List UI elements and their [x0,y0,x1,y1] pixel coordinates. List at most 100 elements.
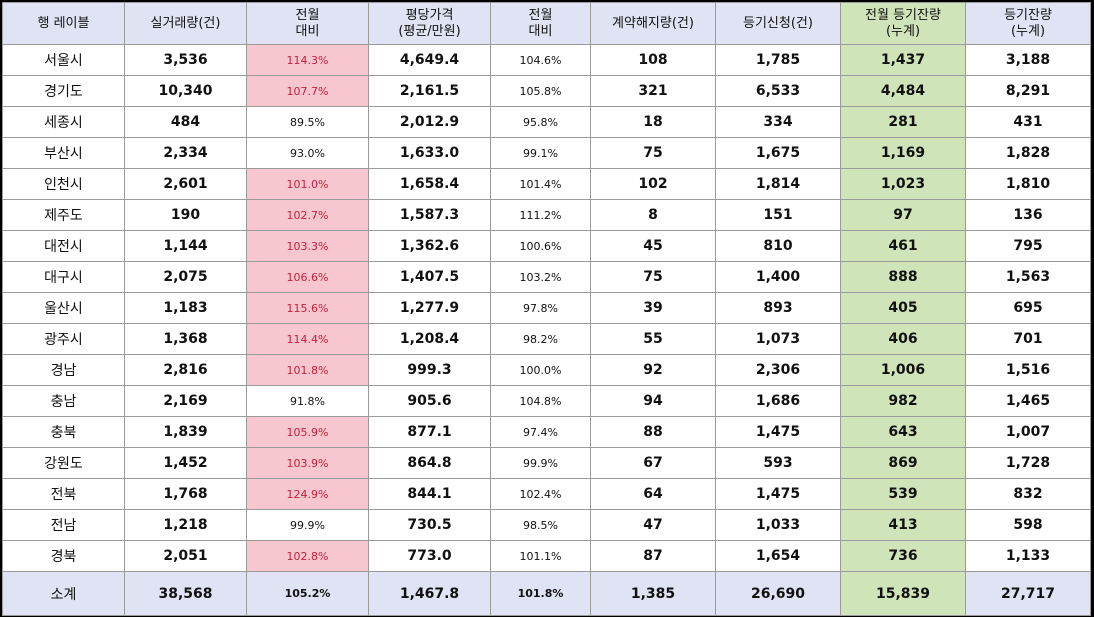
table-row: 제주도 190 102.7% 1,587.3 111.2% 8 151 97 136 [2,199,1091,231]
cell-registration: 1,475 [715,478,841,510]
cell-price: 1,407.5 [368,261,491,293]
header-volume[interactable]: 실거래량(건) [124,2,247,45]
table-row: 인천시 2,601 101.0% 1,658.4 101.4% 102 1,814 1,023… [2,168,1091,200]
table-row: 세종시 484 89.5% 2,012.9 95.8% 18 334 281 431 [2,106,1091,138]
total-price: 1,467.8 [368,571,491,616]
cell-volume-mom: 102.8% [246,540,369,572]
cell-price-mom: 101.1% [490,540,591,572]
cell-prev-balance: 982 [840,385,966,417]
cell-balance: 1,007 [965,416,1091,448]
cell-price-mom: 97.8% [490,292,591,324]
cell-balance: 3,188 [965,44,1091,76]
total-cancel: 1,385 [590,571,716,616]
cell-balance: 701 [965,323,1091,355]
cell-volume-mom: 101.0% [246,168,369,200]
cell-volume-mom: 124.9% [246,478,369,510]
cell-price-mom: 98.2% [490,323,591,355]
table-row: 전남 1,218 99.9% 730.5 98.5% 47 1,033 413 598 [2,509,1091,541]
cell-region: 부산시 [2,137,125,169]
cell-volume: 1,183 [124,292,247,324]
table-row: 경기도 10,340 107.7% 2,161.5 105.8% 321 6,533 4,48… [2,75,1091,107]
total-price-mom: 101.8% [490,571,591,616]
cell-balance: 598 [965,509,1091,541]
cell-region: 제주도 [2,199,125,231]
cell-volume-mom: 103.3% [246,230,369,262]
cell-price-mom: 104.6% [490,44,591,76]
cell-price-mom: 104.8% [490,385,591,417]
cell-balance: 1,133 [965,540,1091,572]
cell-volume-mom: 102.7% [246,199,369,231]
cell-registration: 2,306 [715,354,841,386]
table-row: 대구시 2,075 106.6% 1,407.5 103.2% 75 1,400 888 1,5… [2,261,1091,293]
cell-price: 844.1 [368,478,491,510]
cell-prev-balance: 736 [840,540,966,572]
cell-price-mom: 95.8% [490,106,591,138]
header-region[interactable]: 행 레이블 [2,2,125,45]
cell-cancel: 94 [590,385,716,417]
header-volume-mom[interactable]: 전월 대비 [246,2,369,45]
cell-prev-balance: 281 [840,106,966,138]
cell-registration: 1,654 [715,540,841,572]
cell-region: 광주시 [2,323,125,355]
cell-prev-balance: 406 [840,323,966,355]
cell-cancel: 75 [590,137,716,169]
cell-price: 773.0 [368,540,491,572]
cell-balance: 8,291 [965,75,1091,107]
cell-price: 2,012.9 [368,106,491,138]
cell-prev-balance: 643 [840,416,966,448]
cell-balance: 1,465 [965,385,1091,417]
cell-price-mom: 99.1% [490,137,591,169]
cell-price: 864.8 [368,447,491,479]
cell-prev-balance: 869 [840,447,966,479]
cell-volume: 2,601 [124,168,247,200]
cell-volume-mom: 99.9% [246,509,369,541]
header-price-mom[interactable]: 전월 대비 [490,2,591,45]
header-price[interactable]: 평당가격 (평균/만원) [368,2,491,45]
cell-balance: 136 [965,199,1091,231]
cell-region: 충북 [2,416,125,448]
cell-balance: 1,516 [965,354,1091,386]
cell-volume: 1,839 [124,416,247,448]
cell-volume-mom: 106.6% [246,261,369,293]
cell-volume: 484 [124,106,247,138]
header-cancel[interactable]: 계약해지량(건) [590,2,716,45]
cell-volume: 2,075 [124,261,247,293]
cell-cancel: 47 [590,509,716,541]
cell-region: 대구시 [2,261,125,293]
cell-cancel: 108 [590,44,716,76]
table-row: 대전시 1,144 103.3% 1,362.6 100.6% 45 810 461 795 [2,230,1091,262]
cell-price-mom: 97.4% [490,416,591,448]
cell-balance: 832 [965,478,1091,510]
cell-price: 999.3 [368,354,491,386]
cell-prev-balance: 1,023 [840,168,966,200]
total-registration: 26,690 [715,571,841,616]
cell-prev-balance: 413 [840,509,966,541]
cell-cancel: 102 [590,168,716,200]
cell-registration: 1,675 [715,137,841,169]
header-registration[interactable]: 등기신청(건) [715,2,841,45]
cell-region: 경남 [2,354,125,386]
cell-registration: 810 [715,230,841,262]
cell-price: 1,587.3 [368,199,491,231]
header-balance[interactable]: 등기잔량 (누계) [965,2,1091,45]
cell-registration: 6,533 [715,75,841,107]
cell-price: 1,658.4 [368,168,491,200]
cell-volume: 2,816 [124,354,247,386]
cell-prev-balance: 461 [840,230,966,262]
cell-price-mom: 100.6% [490,230,591,262]
cell-cancel: 55 [590,323,716,355]
cell-prev-balance: 405 [840,292,966,324]
cell-prev-balance: 97 [840,199,966,231]
cell-registration: 151 [715,199,841,231]
cell-prev-balance: 1,169 [840,137,966,169]
table-row: 광주시 1,368 114.4% 1,208.4 98.2% 55 1,073 406 701 [2,323,1091,355]
table-row: 충남 2,169 91.8% 905.6 104.8% 94 1,686 982 1,465 [2,385,1091,417]
total-volume-mom: 105.2% [246,571,369,616]
cell-cancel: 92 [590,354,716,386]
cell-price-mom: 101.4% [490,168,591,200]
cell-volume: 10,340 [124,75,247,107]
header-prev-balance[interactable]: 전월 등기잔량 (누계) [840,2,966,45]
cell-volume: 1,144 [124,230,247,262]
cell-prev-balance: 888 [840,261,966,293]
